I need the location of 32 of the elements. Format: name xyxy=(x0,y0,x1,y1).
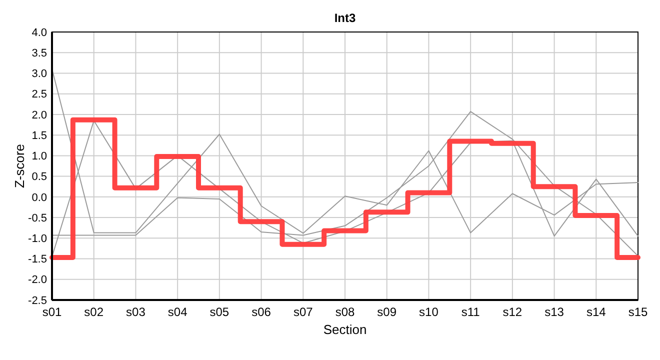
y-tick-label: 3.0 xyxy=(32,68,47,80)
y-tick-label: 4.0 xyxy=(32,26,47,39)
x-tick-label: s02 xyxy=(84,305,104,319)
y-tick-label: 3.5 xyxy=(32,47,47,60)
y-tick-label: -2.5 xyxy=(28,294,47,307)
chart-title: Int3 xyxy=(334,11,356,25)
x-tick-label: s05 xyxy=(210,305,230,319)
x-tick-label: s08 xyxy=(335,305,355,319)
x-tick-label: s07 xyxy=(293,305,314,319)
x-axis-title: Section xyxy=(323,322,367,337)
x-tick-label: s09 xyxy=(377,305,397,319)
y-tick-label: 2.0 xyxy=(32,109,47,122)
x-tick-label: s03 xyxy=(126,305,146,319)
y-tick-label: 2.5 xyxy=(32,88,47,101)
x-tick-label: s11 xyxy=(461,305,480,319)
x-tick-label: s10 xyxy=(419,305,439,319)
y-axis-title: Z-score xyxy=(12,144,27,188)
y-tick-label: -2.0 xyxy=(28,274,47,286)
y-tick-label: -0.5 xyxy=(28,212,47,224)
x-tick-label: s15 xyxy=(628,305,648,319)
x-tick-label: s04 xyxy=(168,305,188,319)
y-tick-label: 1.5 xyxy=(32,130,47,142)
x-tick-label: s06 xyxy=(252,305,272,319)
y-tick-label: -1.5 xyxy=(28,254,47,266)
y-tick-label: 0.5 xyxy=(32,171,47,184)
x-tick-label: s14 xyxy=(586,305,606,319)
y-tick-label: -1.0 xyxy=(28,233,47,246)
x-tick-label: s01 xyxy=(42,305,62,319)
y-tick-label: 1.0 xyxy=(32,150,47,163)
x-tick-label: s12 xyxy=(502,305,522,319)
x-tick-label: s13 xyxy=(544,305,564,319)
y-tick-label: 0.0 xyxy=(32,192,47,204)
